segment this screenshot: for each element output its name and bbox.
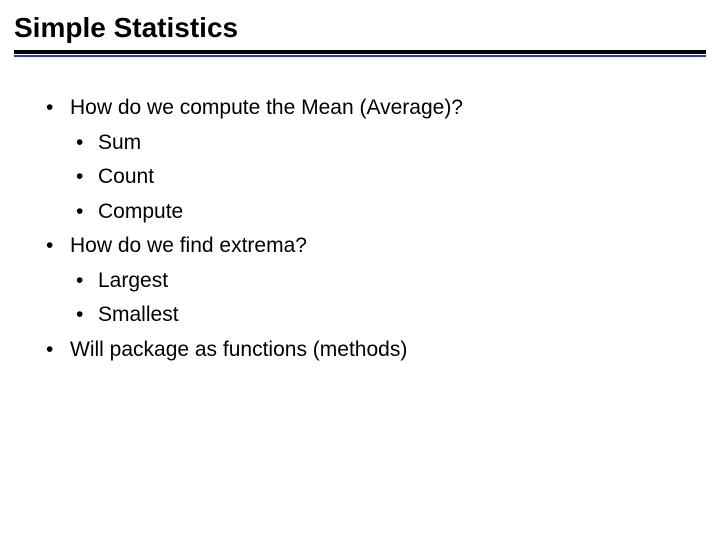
- slide-title: Simple Statistics: [14, 12, 706, 44]
- list-item: Largest: [70, 265, 690, 298]
- list-item: Count: [70, 161, 690, 194]
- bullet-text: How do we find extrema?: [70, 234, 307, 257]
- title-underline: [14, 50, 706, 54]
- bullet-text: How do we compute the Mean (Average)?: [70, 96, 463, 119]
- list-item: Will package as functions (methods): [42, 334, 690, 367]
- bullet-text: Sum: [98, 131, 141, 154]
- list-item: How do we find extrema? Largest Smallest: [42, 230, 690, 332]
- sub-list: Sum Count Compute: [70, 127, 690, 229]
- title-area: Simple Statistics: [0, 0, 720, 54]
- bullet-text: Largest: [98, 269, 168, 292]
- bullet-list: How do we compute the Mean (Average)? Su…: [42, 92, 690, 366]
- list-item: How do we compute the Mean (Average)? Su…: [42, 92, 690, 228]
- sub-list: Largest Smallest: [70, 265, 690, 332]
- list-item: Compute: [70, 196, 690, 229]
- bullet-text: Smallest: [98, 303, 179, 326]
- list-item: Smallest: [70, 299, 690, 332]
- bullet-text: Count: [98, 165, 154, 188]
- bullet-text: Will package as functions (methods): [70, 338, 407, 361]
- bullet-text: Compute: [98, 200, 183, 223]
- list-item: Sum: [70, 127, 690, 160]
- slide-body: How do we compute the Mean (Average)? Su…: [0, 54, 720, 366]
- slide: { "title": "Simple Statistics", "title_f…: [0, 0, 720, 540]
